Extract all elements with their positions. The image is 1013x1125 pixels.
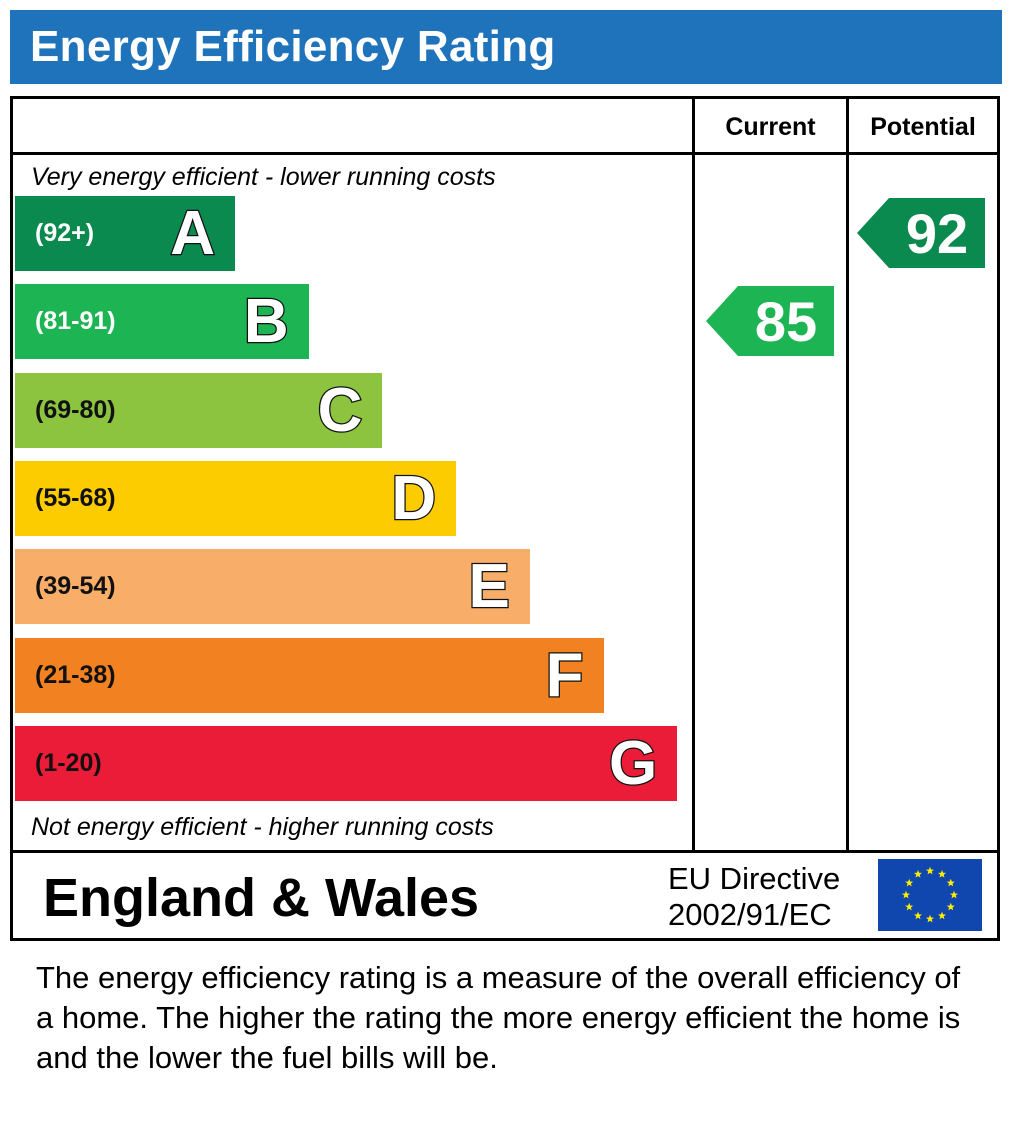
band-range-label: (21-38) xyxy=(35,660,116,689)
current-rating-value: 85 xyxy=(754,289,818,353)
band-range-label: (69-80) xyxy=(35,395,116,424)
potential-rating-value: 92 xyxy=(905,201,969,265)
title-banner: Energy Efficiency Rating xyxy=(10,10,1002,84)
band-c: (69-80) C xyxy=(15,372,383,448)
potential-arrow-shape xyxy=(857,198,985,268)
band-d: (55-68) D xyxy=(15,460,457,536)
eu-directive: EU Directive 2002/91/EC xyxy=(668,861,840,933)
epc-chart-panel: Current Potential Very energy efficient … xyxy=(10,96,1000,941)
band-letter: A xyxy=(169,198,216,270)
directive-line-2: 2002/91/EC xyxy=(668,897,832,932)
eu-star-icon xyxy=(905,902,914,911)
eu-star-icon xyxy=(926,866,934,875)
eu-star-icon xyxy=(950,890,958,899)
footer-divider xyxy=(13,850,997,853)
band-b: (81-91) B xyxy=(15,284,309,360)
band-a: (92+) A xyxy=(15,196,235,271)
band-g: (1-20) G xyxy=(15,725,678,801)
header-row-divider xyxy=(13,152,997,155)
band-range-label: (92+) xyxy=(35,219,95,247)
eu-star-icon xyxy=(902,890,910,899)
eu-star-icon xyxy=(946,902,955,911)
band-letter: D xyxy=(390,463,437,535)
eu-flag-icon xyxy=(878,859,982,931)
band-range-label: (1-20) xyxy=(35,748,102,777)
eu-star-icon xyxy=(938,911,946,920)
band-letter: C xyxy=(316,374,363,446)
page-title: Energy Efficiency Rating xyxy=(30,22,556,71)
current-column-divider xyxy=(692,99,695,850)
bottom-note: Not energy efficient - higher running co… xyxy=(31,813,494,841)
eu-star-icon xyxy=(914,911,922,920)
current-rating-arrow: 85 xyxy=(706,286,834,357)
potential-column-divider xyxy=(846,99,849,850)
top-note: Very energy efficient - lower running co… xyxy=(31,163,496,191)
description-text: The energy efficiency rating is a measur… xyxy=(36,960,961,1075)
band-letter: E xyxy=(467,551,511,623)
band-e: (39-54) E xyxy=(15,549,530,625)
eu-star-icon xyxy=(938,870,946,878)
region-label: England & Wales xyxy=(43,868,480,928)
eu-star-icon xyxy=(905,878,914,887)
band-f: (21-38) F xyxy=(15,637,604,713)
band-letter: G xyxy=(608,728,659,800)
eu-star-icon xyxy=(914,870,922,878)
current-arrow-shape xyxy=(706,286,834,357)
eu-star-icon xyxy=(926,914,934,923)
band-letter: F xyxy=(544,639,584,711)
band-range-label: (81-91) xyxy=(35,307,116,336)
current-column-header: Current xyxy=(725,112,816,141)
potential-column-header: Potential xyxy=(870,112,976,141)
band-range-label: (39-54) xyxy=(35,572,116,601)
potential-rating-arrow: 92 xyxy=(857,198,985,268)
eu-star-icon xyxy=(946,878,955,887)
band-range-label: (55-68) xyxy=(35,483,116,512)
directive-line-1: EU Directive xyxy=(668,861,841,896)
band-letter: B xyxy=(243,286,290,358)
